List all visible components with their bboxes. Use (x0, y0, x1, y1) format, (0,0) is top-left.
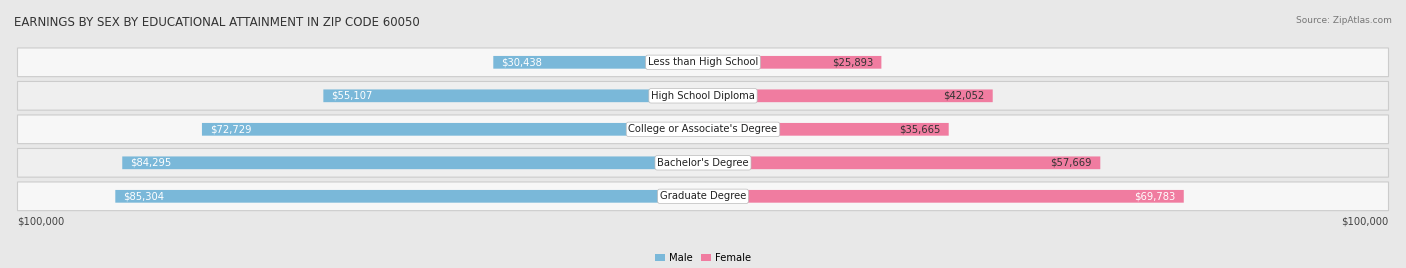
Text: $85,304: $85,304 (124, 191, 165, 201)
Text: $100,000: $100,000 (1341, 216, 1389, 226)
Text: $72,729: $72,729 (211, 124, 252, 134)
Text: $69,783: $69,783 (1135, 191, 1175, 201)
FancyBboxPatch shape (703, 123, 949, 136)
FancyBboxPatch shape (202, 123, 703, 136)
FancyBboxPatch shape (17, 182, 1389, 211)
FancyBboxPatch shape (17, 48, 1389, 77)
FancyBboxPatch shape (17, 115, 1389, 144)
Text: $100,000: $100,000 (17, 216, 65, 226)
Text: Less than High School: Less than High School (648, 57, 758, 67)
FancyBboxPatch shape (323, 90, 703, 102)
FancyBboxPatch shape (115, 190, 703, 203)
FancyBboxPatch shape (703, 90, 993, 102)
Text: $35,665: $35,665 (898, 124, 941, 134)
Text: Graduate Degree: Graduate Degree (659, 191, 747, 201)
FancyBboxPatch shape (122, 157, 703, 169)
Text: EARNINGS BY SEX BY EDUCATIONAL ATTAINMENT IN ZIP CODE 60050: EARNINGS BY SEX BY EDUCATIONAL ATTAINMEN… (14, 16, 420, 29)
Text: Source: ZipAtlas.com: Source: ZipAtlas.com (1296, 16, 1392, 25)
FancyBboxPatch shape (703, 190, 1184, 203)
Legend: Male, Female: Male, Female (651, 249, 755, 267)
Text: $30,438: $30,438 (502, 57, 543, 67)
Text: $25,893: $25,893 (832, 57, 873, 67)
FancyBboxPatch shape (17, 148, 1389, 177)
FancyBboxPatch shape (703, 56, 882, 69)
FancyBboxPatch shape (17, 81, 1389, 110)
Text: $84,295: $84,295 (131, 158, 172, 168)
FancyBboxPatch shape (494, 56, 703, 69)
Text: Bachelor's Degree: Bachelor's Degree (657, 158, 749, 168)
FancyBboxPatch shape (703, 157, 1101, 169)
Text: $42,052: $42,052 (943, 91, 984, 101)
Text: High School Diploma: High School Diploma (651, 91, 755, 101)
Text: College or Associate's Degree: College or Associate's Degree (628, 124, 778, 134)
Text: $55,107: $55,107 (332, 91, 373, 101)
Text: $57,669: $57,669 (1050, 158, 1092, 168)
